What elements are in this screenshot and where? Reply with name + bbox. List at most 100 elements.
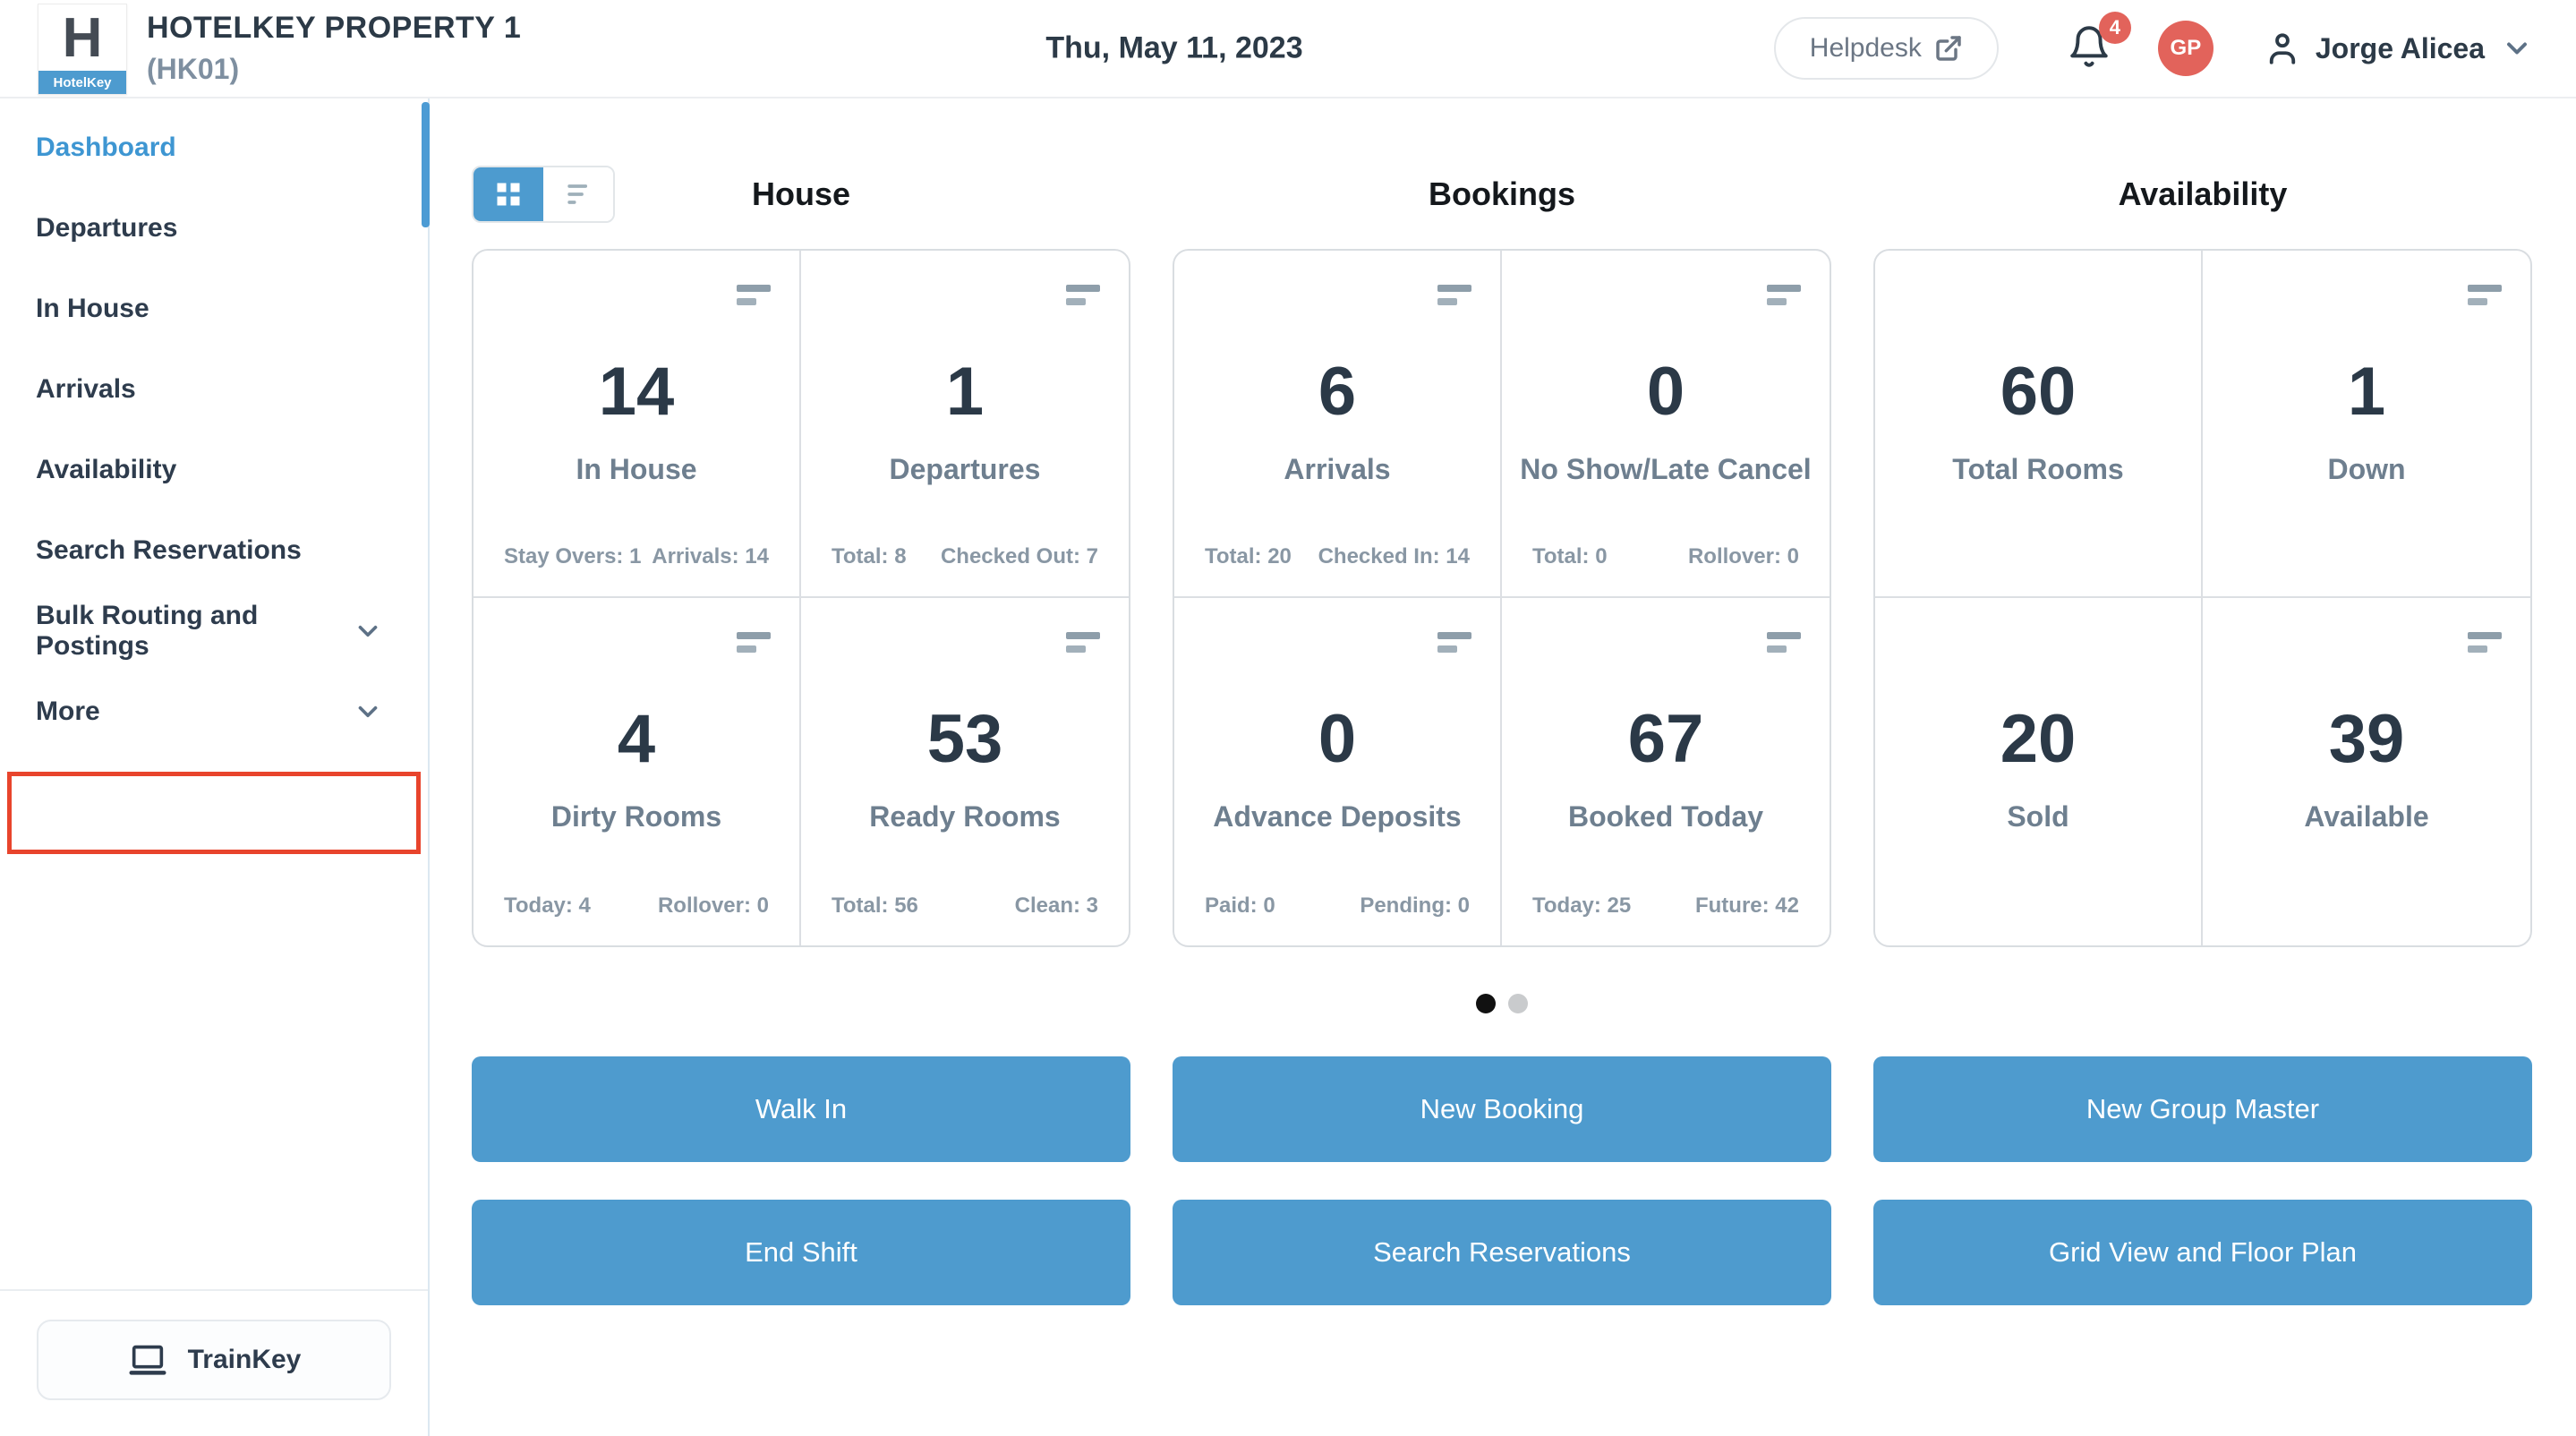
content-header: House Bookings Availability: [472, 98, 2532, 249]
sidebar-item-departures[interactable]: Departures: [0, 188, 428, 269]
card-stats: Today: 4 Rollover: 0: [504, 893, 769, 919]
card-value: 6: [1318, 354, 1357, 430]
bell-icon: [2070, 25, 2108, 67]
card-advance-deposits[interactable]: 0 Advance Deposits Paid: 0 Pending: 0: [1174, 598, 1502, 945]
card-stats: Today: 25 Future: 42: [1532, 893, 1799, 919]
card-label: Dirty Rooms: [550, 800, 722, 833]
sidebar-nav: Dashboard Departures In House Arrivals A…: [0, 98, 430, 1289]
card-stat-left: Today: 25: [1532, 893, 1632, 918]
sidebar-item-label: More: [36, 697, 100, 726]
card-sold[interactable]: 20 Sold: [1875, 598, 2203, 945]
card-in-house[interactable]: 14 In House Stay Overs: 1 Arrivals: 14: [473, 251, 801, 598]
card-no-show-late-cancel[interactable]: 0 No Show/Late Cancel Total: 0 Rollover:…: [1502, 251, 1830, 598]
card-arrivals[interactable]: 6 Arrivals Total: 20 Checked In: 14: [1174, 251, 1502, 598]
sidebar-scrollbar-thumb[interactable]: [422, 102, 430, 227]
sidebar-item-label: Dashboard: [36, 132, 176, 162]
card-stats: Total: 0 Rollover: 0: [1532, 544, 1799, 569]
user-avatar[interactable]: GP: [2157, 21, 2213, 76]
card-value: 1: [945, 354, 985, 430]
user-name: Jorge Alicea: [2315, 31, 2485, 64]
header-right: Helpdesk 4 GP Jorge Alicea: [1773, 11, 2533, 80]
sidebar-item-bulk-routing-and-postings[interactable]: Bulk Routing and Postings: [0, 591, 428, 671]
card-stat-left: Paid: 0: [1205, 893, 1275, 918]
availability-card-group: 60 Total Rooms 1 Down 20 Sold 39 Availab…: [1873, 249, 2532, 947]
chevron-down-icon: [2507, 42, 2527, 55]
house-card-group: 14 In House Stay Overs: 1 Arrivals: 14 1…: [472, 249, 1130, 947]
quick-actions: Walk In New Booking New Group Master End…: [472, 1056, 2532, 1305]
search-reservations-button[interactable]: Search Reservations: [1173, 1200, 1831, 1305]
card-value: 4: [617, 701, 656, 777]
notifications-button[interactable]: 4: [2067, 11, 2131, 73]
card-menu-icon[interactable]: [1066, 285, 1100, 305]
helpdesk-label: Helpdesk: [1809, 33, 1922, 63]
card-value: 53: [926, 701, 1003, 777]
grid-view-and-floor-plan-button[interactable]: Grid View and Floor Plan: [1873, 1200, 2532, 1305]
card-ready-rooms[interactable]: 53 Ready Rooms Total: 56 Clean: 3: [801, 598, 1129, 945]
card-booked-today[interactable]: 67 Booked Today Today: 25 Future: 42: [1502, 598, 1830, 945]
card-dirty-rooms[interactable]: 4 Dirty Rooms Today: 4 Rollover: 0: [473, 598, 801, 945]
list-view-button[interactable]: [543, 167, 613, 221]
card-menu-icon[interactable]: [1767, 632, 1801, 653]
card-label: Available: [2304, 800, 2429, 833]
helpdesk-button[interactable]: Helpdesk: [1773, 17, 1999, 80]
carousel-dots: [472, 994, 2532, 1013]
walk-in-button[interactable]: Walk In: [472, 1056, 1130, 1162]
laptop-icon: [129, 1345, 166, 1375]
person-icon: [2269, 33, 2296, 64]
card-label: Sold: [2007, 800, 2069, 833]
card-menu-icon[interactable]: [1767, 285, 1801, 305]
card-menu-icon[interactable]: [2468, 285, 2502, 305]
sidebar-item-search-reservations[interactable]: Search Reservations: [0, 510, 428, 591]
sidebar-item-arrivals[interactable]: Arrivals: [0, 349, 428, 430]
end-shift-button[interactable]: End Shift: [472, 1200, 1130, 1305]
sidebar-item-more[interactable]: More: [0, 671, 428, 752]
trainkey-button[interactable]: TrainKey: [37, 1320, 391, 1400]
card-down[interactable]: 1 Down: [2203, 251, 2530, 598]
card-menu-icon[interactable]: [737, 285, 771, 305]
card-menu-icon[interactable]: [2468, 632, 2502, 653]
card-stats: Stay Overs: 1 Arrivals: 14: [504, 544, 769, 569]
card-stat-right: Arrivals: 14: [652, 544, 769, 568]
sidebar-item-in-house[interactable]: In House: [0, 269, 428, 349]
hotelkey-logo-letter: H: [62, 6, 103, 69]
sidebar-item-dashboard[interactable]: Dashboard: [0, 107, 428, 188]
card-stat-right: Clean: 3: [1014, 893, 1098, 918]
card-stat-right: Checked Out: 7: [940, 544, 1098, 568]
card-stat-right: Rollover: 0: [657, 893, 769, 918]
grid-view-icon: [497, 183, 520, 206]
card-value: 60: [2000, 354, 2077, 430]
more-item-red-highlight-outline: [7, 772, 421, 854]
card-stat-left: Total: 56: [832, 893, 918, 918]
hotelkey-logo: H HotelKey: [38, 4, 127, 95]
card-available[interactable]: 39 Available: [2203, 598, 2530, 945]
new-group-master-button[interactable]: New Group Master: [1873, 1056, 2532, 1162]
carousel-dot-inactive[interactable]: [1508, 994, 1528, 1013]
main-content: House Bookings Availability 14 In House …: [430, 98, 2576, 1436]
current-date: Thu, May 11, 2023: [1045, 30, 1303, 65]
new-booking-button[interactable]: New Booking: [1173, 1056, 1831, 1162]
property-info: HOTELKEY PROPERTY 1 (HK01): [147, 11, 521, 86]
sidebar-item-availability[interactable]: Availability: [0, 430, 428, 510]
card-menu-icon[interactable]: [1066, 632, 1100, 653]
view-toggle: [472, 166, 615, 223]
sidebar-item-label: Departures: [36, 213, 178, 243]
chevron-down-icon: [358, 625, 378, 637]
card-stat-left: Total: 0: [1532, 544, 1608, 568]
card-total-rooms[interactable]: 60 Total Rooms: [1875, 251, 2203, 598]
card-label: Departures: [889, 453, 1041, 485]
card-departures[interactable]: 1 Departures Total: 8 Checked Out: 7: [801, 251, 1129, 598]
user-menu[interactable]: Jorge Alicea: [2264, 30, 2533, 67]
card-menu-icon[interactable]: [1437, 285, 1471, 305]
card-menu-icon[interactable]: [737, 632, 771, 653]
grid-view-button[interactable]: [473, 167, 543, 221]
notification-count-badge: 4: [2098, 11, 2131, 44]
list-view-icon: [567, 184, 587, 204]
card-value: 20: [2000, 701, 2077, 777]
sidebar-item-label: In House: [36, 294, 149, 323]
card-value: 39: [2328, 701, 2405, 777]
carousel-dot-active[interactable]: [1476, 994, 1496, 1013]
card-groups: 14 In House Stay Overs: 1 Arrivals: 14 1…: [472, 249, 2532, 947]
trainkey-label: TrainKey: [187, 1345, 302, 1374]
card-menu-icon[interactable]: [1437, 632, 1471, 653]
